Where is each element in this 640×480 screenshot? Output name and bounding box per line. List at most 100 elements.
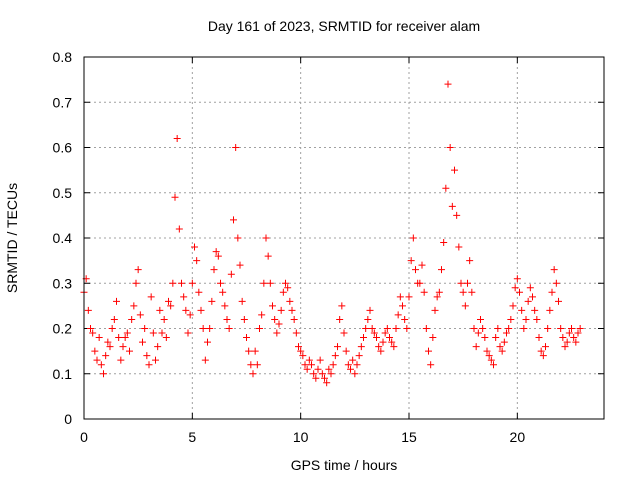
data-point xyxy=(533,315,541,323)
data-point xyxy=(390,343,398,351)
data-point xyxy=(171,193,179,201)
y-tick-label: 0.1 xyxy=(53,366,73,382)
data-point xyxy=(373,334,380,342)
data-point xyxy=(438,266,445,274)
data-point xyxy=(258,311,266,319)
data-point xyxy=(407,257,415,265)
data-point xyxy=(474,329,482,337)
plot-frame xyxy=(83,56,605,420)
data-point xyxy=(481,334,489,342)
data-point xyxy=(279,288,287,296)
data-point xyxy=(275,320,283,328)
data-point xyxy=(271,315,279,323)
data-point xyxy=(149,329,157,337)
data-point xyxy=(167,302,175,310)
data-point xyxy=(325,365,333,373)
data-point xyxy=(535,334,543,342)
data-point xyxy=(243,334,250,342)
data-point xyxy=(420,288,428,296)
data-point xyxy=(156,306,164,314)
data-point xyxy=(344,361,352,369)
data-point xyxy=(412,266,419,274)
data-point xyxy=(396,293,404,301)
data-point xyxy=(182,306,190,314)
data-point xyxy=(139,338,146,346)
data-point xyxy=(399,302,406,310)
data-point xyxy=(251,347,259,355)
data-point xyxy=(180,293,188,301)
data-point xyxy=(292,329,300,337)
data-point xyxy=(542,343,549,351)
y-tick-label: 0.5 xyxy=(53,185,73,201)
x-tick-label: 20 xyxy=(510,429,526,445)
data-point xyxy=(162,334,170,342)
data-point xyxy=(147,293,155,301)
data-point xyxy=(95,334,103,342)
y-tick-label: 0.3 xyxy=(53,275,73,291)
data-point xyxy=(175,225,183,233)
data-point xyxy=(505,325,513,332)
data-point xyxy=(195,288,203,296)
data-point xyxy=(217,279,224,287)
data-point xyxy=(403,325,411,332)
data-point xyxy=(288,306,296,314)
x-tick-label: 15 xyxy=(401,429,417,445)
data-point xyxy=(539,352,547,360)
data-point xyxy=(557,325,565,332)
data-point xyxy=(537,347,545,355)
data-point xyxy=(490,361,497,369)
data-point xyxy=(286,297,294,305)
data-point xyxy=(238,297,246,305)
data-point xyxy=(340,329,348,337)
data-point xyxy=(316,356,324,364)
data-point xyxy=(191,243,198,251)
data-point xyxy=(511,284,519,292)
data-point xyxy=(121,334,129,342)
data-point xyxy=(516,288,523,296)
data-point xyxy=(494,325,502,332)
data-point xyxy=(383,325,391,332)
data-point xyxy=(253,361,261,369)
data-point xyxy=(366,306,374,314)
data-point xyxy=(455,243,463,251)
data-point xyxy=(360,334,367,342)
data-point xyxy=(214,252,222,260)
data-point xyxy=(500,338,508,346)
data-point xyxy=(522,315,530,323)
data-point xyxy=(418,261,426,269)
data-point xyxy=(249,370,257,378)
data-point xyxy=(210,266,218,274)
data-point xyxy=(433,293,441,301)
data-point xyxy=(334,343,341,351)
data-point xyxy=(572,338,580,346)
data-point xyxy=(446,144,454,151)
data-point xyxy=(223,315,231,323)
data-point xyxy=(91,347,99,355)
data-point xyxy=(479,325,487,332)
data-point xyxy=(197,306,205,314)
data-point xyxy=(368,325,376,332)
data-point xyxy=(509,302,517,310)
data-point xyxy=(145,361,153,369)
data-point xyxy=(457,279,465,287)
data-point xyxy=(110,315,118,323)
chart-title: Day 161 of 2023, SRMTID for receiver ala… xyxy=(207,18,481,34)
data-point xyxy=(461,302,469,310)
data-point xyxy=(303,365,311,373)
data-point xyxy=(273,329,281,337)
data-point xyxy=(134,266,142,274)
data-point xyxy=(115,334,123,342)
data-point xyxy=(240,315,248,323)
data-point xyxy=(353,361,361,369)
x-tick-label: 0 xyxy=(80,429,88,445)
data-point xyxy=(531,306,539,314)
data-point xyxy=(435,288,443,296)
data-point xyxy=(427,361,435,369)
data-point xyxy=(104,338,112,346)
data-point xyxy=(199,325,207,332)
x-tick-label: 5 xyxy=(188,429,196,445)
data-point xyxy=(329,361,337,369)
data-point xyxy=(498,347,506,355)
data-point xyxy=(318,370,326,378)
data-point xyxy=(173,134,181,142)
